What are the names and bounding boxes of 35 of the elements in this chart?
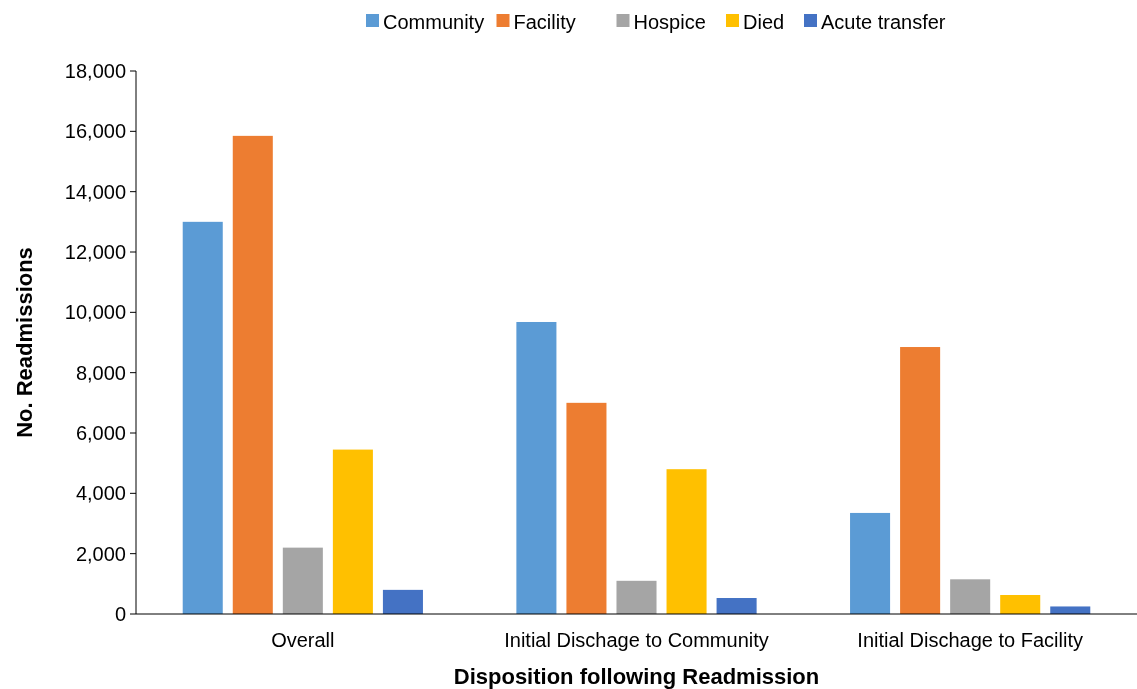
x-axis-title: Disposition following Readmission (453, 664, 820, 689)
y-tick-label: 8,000 (75, 361, 126, 384)
legend-label: Acute transfer (821, 11, 946, 33)
y-tick-label: 6,000 (75, 422, 126, 444)
legend-label: Hospice (633, 11, 706, 33)
bar (850, 512, 891, 614)
bar (616, 580, 657, 614)
bar (1050, 606, 1091, 614)
bar (232, 135, 273, 614)
y-tick-label: 18,000 (64, 60, 126, 82)
x-tick-label: Initial Dischage to Facility (857, 629, 1083, 651)
bar (182, 221, 223, 614)
y-tick-label: 0 (114, 603, 126, 625)
bar (1000, 595, 1041, 614)
y-tick-label: 16,000 (64, 120, 126, 143)
bar (382, 589, 423, 614)
bar (282, 547, 323, 614)
bar (516, 321, 557, 614)
bar (716, 598, 757, 614)
x-tick-label: Initial Dischage to Community (504, 629, 769, 651)
bar (566, 402, 607, 614)
x-tick-label: Overall (271, 629, 335, 651)
bar (900, 347, 941, 614)
y-axis-title: No. Readmissions (12, 247, 37, 438)
y-tick-label: 10,000 (64, 301, 126, 324)
y-tick-label: 12,000 (64, 241, 126, 263)
legend-label: Died (743, 11, 785, 33)
bar (950, 579, 991, 614)
y-tick-label: 2,000 (75, 542, 126, 565)
legend-label: Community (383, 11, 485, 33)
bar (666, 469, 707, 614)
y-tick-label: 4,000 (75, 482, 126, 505)
legend-label: Facility (513, 11, 576, 33)
y-tick-label: 14,000 (64, 180, 126, 203)
bar (332, 449, 373, 614)
